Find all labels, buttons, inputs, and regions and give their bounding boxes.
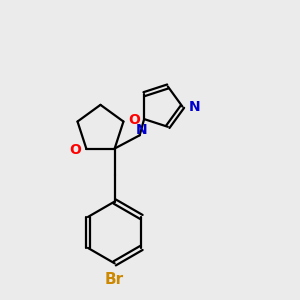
Text: N: N [189,100,201,114]
Text: N: N [136,123,148,136]
Text: O: O [69,143,81,157]
Text: Br: Br [105,272,124,286]
Text: O: O [129,113,141,127]
